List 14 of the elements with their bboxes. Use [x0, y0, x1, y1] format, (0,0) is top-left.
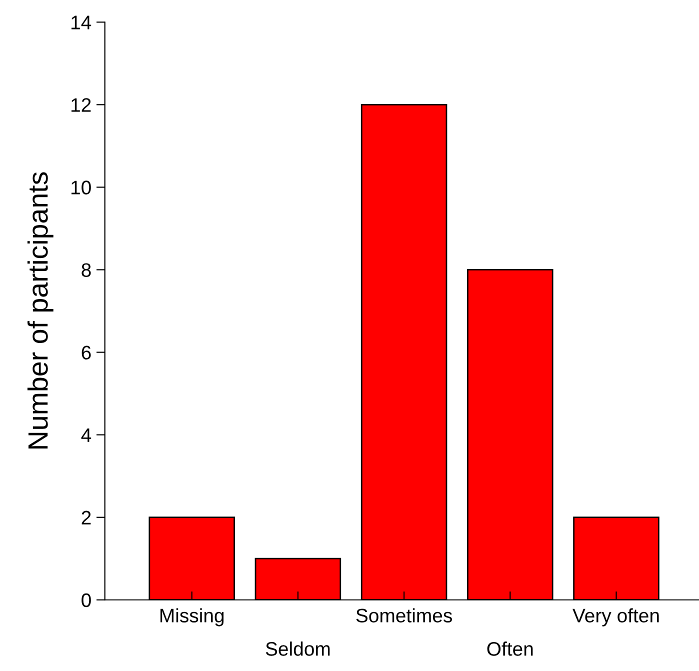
y-tick-label: 10 — [72, 180, 91, 194]
y-tick-label: 12 — [72, 98, 91, 112]
y-tick-label: 0 — [82, 593, 91, 608]
x-tick-label: Sometimes — [356, 608, 452, 622]
y-tick-label: 6 — [82, 346, 91, 360]
y-tick-label: 4 — [81, 428, 92, 442]
x-tick-label: Very often — [572, 608, 659, 626]
y-tick-label: 2 — [82, 510, 91, 524]
x-tick-label: Often — [487, 642, 533, 656]
x-tick-label: Seldom — [266, 642, 330, 656]
y-tick-label: 8 — [82, 263, 91, 277]
y-axis-title: Number of participants — [27, 172, 54, 448]
y-tick-label: 14 — [72, 16, 92, 30]
x-tick-label: Missing — [160, 608, 224, 626]
